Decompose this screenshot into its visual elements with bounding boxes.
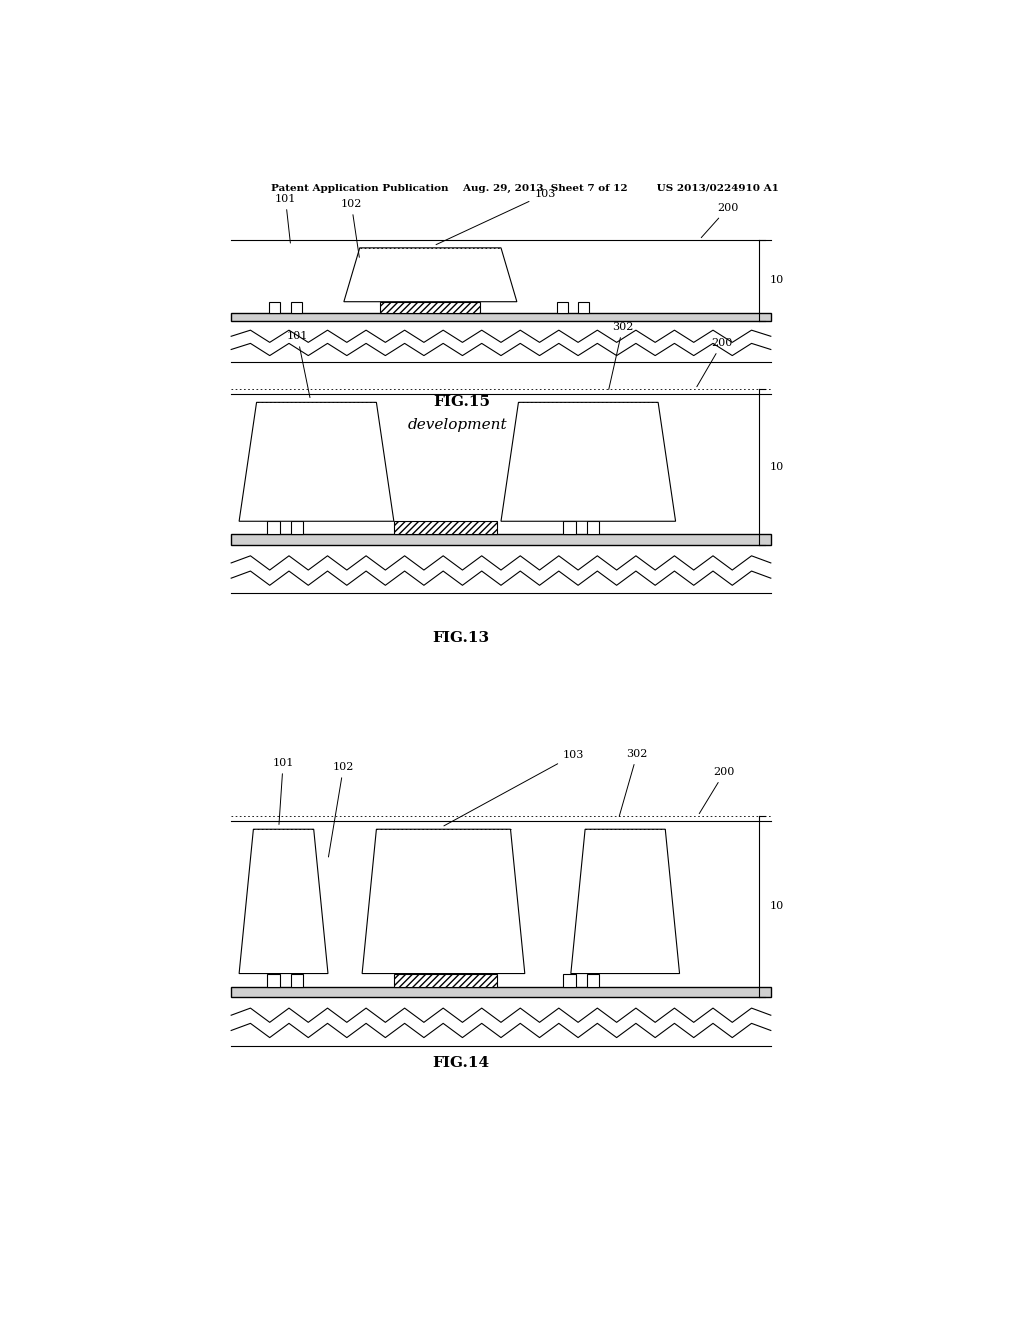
- Bar: [563, 521, 575, 535]
- Text: 103: 103: [444, 750, 585, 826]
- Text: 10: 10: [769, 902, 783, 912]
- Bar: [291, 521, 303, 535]
- Text: 302: 302: [620, 748, 648, 816]
- Text: 103: 103: [436, 189, 556, 244]
- Bar: [587, 974, 599, 987]
- Text: FIG.15: FIG.15: [433, 395, 489, 409]
- Text: 200: 200: [699, 767, 735, 813]
- Polygon shape: [240, 829, 328, 974]
- Bar: [557, 302, 567, 313]
- Text: 10: 10: [769, 462, 783, 471]
- Text: FIG.14: FIG.14: [433, 1056, 489, 1071]
- Bar: [269, 302, 281, 313]
- Text: 200: 200: [701, 203, 738, 238]
- Bar: [394, 974, 497, 987]
- Text: 102: 102: [341, 199, 362, 257]
- Text: development: development: [408, 417, 507, 432]
- Text: 101: 101: [274, 194, 296, 243]
- Bar: [267, 974, 280, 987]
- Polygon shape: [570, 829, 680, 974]
- Text: 101: 101: [287, 331, 310, 397]
- Bar: [587, 521, 599, 535]
- Bar: [578, 302, 589, 313]
- Bar: [563, 974, 575, 987]
- Polygon shape: [344, 248, 517, 302]
- Polygon shape: [362, 829, 524, 974]
- Text: 101: 101: [272, 758, 294, 825]
- Bar: [267, 521, 280, 535]
- Text: FIG.13: FIG.13: [433, 631, 489, 645]
- Polygon shape: [240, 403, 394, 521]
- Bar: [291, 974, 303, 987]
- Bar: [231, 535, 771, 545]
- Text: Patent Application Publication    Aug. 29, 2013  Sheet 7 of 12        US 2013/02: Patent Application Publication Aug. 29, …: [271, 183, 778, 193]
- Bar: [231, 313, 771, 321]
- Bar: [394, 521, 497, 535]
- Text: 302: 302: [608, 322, 634, 389]
- Text: 102: 102: [329, 762, 354, 857]
- Text: 10: 10: [769, 276, 783, 285]
- Bar: [380, 302, 479, 313]
- Polygon shape: [501, 403, 676, 521]
- Bar: [231, 987, 771, 997]
- Bar: [291, 302, 302, 313]
- Text: 200: 200: [696, 338, 732, 387]
